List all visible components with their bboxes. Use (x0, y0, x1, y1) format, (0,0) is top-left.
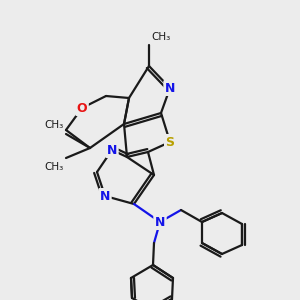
Text: CH₃: CH₃ (151, 32, 170, 42)
Text: N: N (100, 190, 110, 202)
Text: N: N (155, 215, 165, 229)
Text: N: N (165, 82, 175, 94)
Text: N: N (107, 143, 117, 157)
Text: CH₃: CH₃ (45, 162, 64, 172)
Text: CH₃: CH₃ (45, 120, 64, 130)
Text: O: O (77, 101, 87, 115)
Text: S: S (166, 136, 175, 148)
